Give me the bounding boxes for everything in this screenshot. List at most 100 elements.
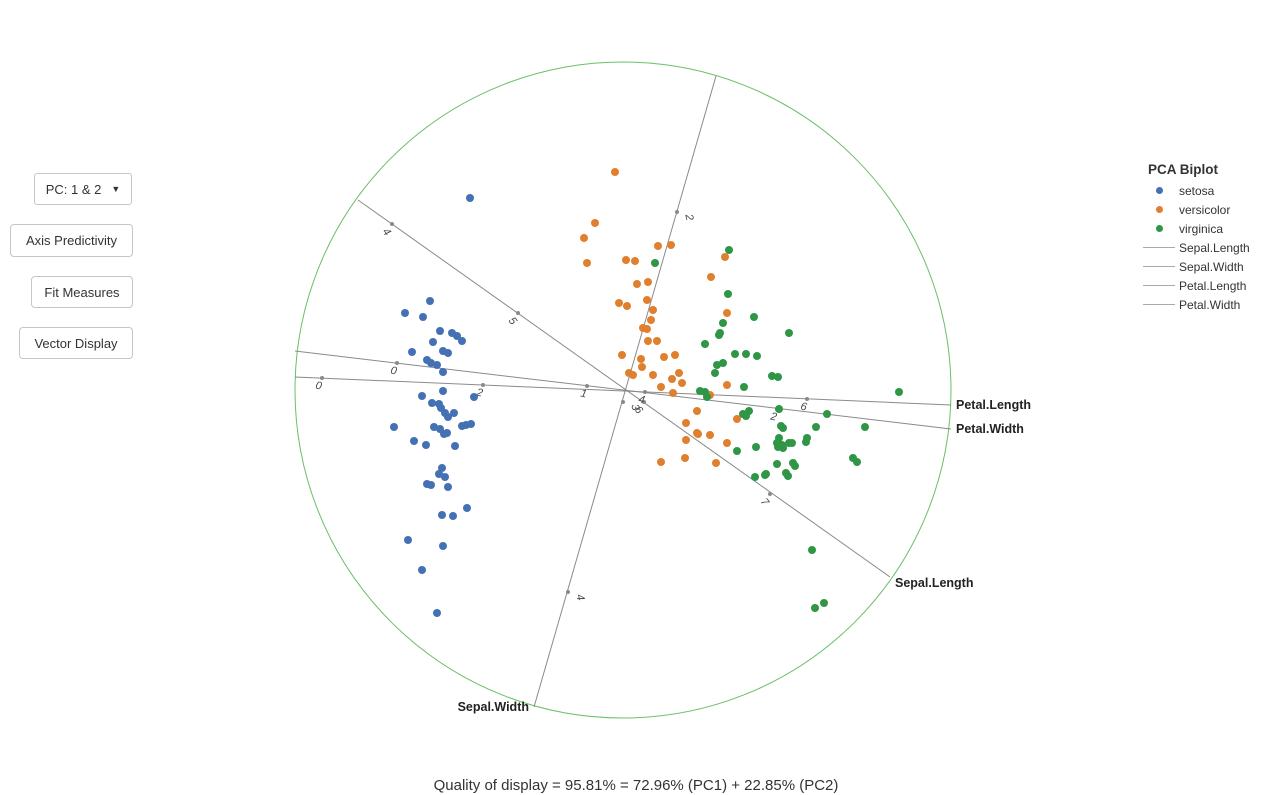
point-virginica	[768, 372, 776, 380]
point-setosa	[443, 429, 451, 437]
point-versicolor	[657, 458, 665, 466]
point-versicolor	[682, 436, 690, 444]
point-versicolor	[653, 337, 661, 345]
point-versicolor	[649, 306, 657, 314]
point-setosa	[441, 473, 449, 481]
point-versicolor	[638, 363, 646, 371]
vector-display-button[interactable]: Vector Display	[19, 327, 133, 359]
point-setosa	[439, 542, 447, 550]
axis-sepal-width: 2 34 Sepal.Width	[458, 75, 717, 714]
legend-item-label: Petal.Width	[1179, 297, 1241, 312]
point-setosa	[404, 536, 412, 544]
point-virginica	[761, 471, 769, 479]
legend-item-versicolor[interactable]: versicolor	[1142, 200, 1250, 219]
point-virginica	[751, 473, 759, 481]
axis-label-sepal-length: Sepal.Length	[895, 576, 973, 590]
point-versicolor	[643, 296, 651, 304]
axis-tick-marker	[395, 361, 399, 365]
point-virginica	[823, 410, 831, 418]
axis-tick-marker	[642, 400, 646, 404]
point-versicolor	[681, 454, 689, 462]
point-virginica	[778, 441, 786, 449]
point-versicolor	[623, 302, 631, 310]
point-virginica	[773, 460, 781, 468]
unit-circle	[294, 61, 952, 719]
axis-tick-label: 2	[768, 410, 777, 423]
axis-tick-label: 0	[389, 365, 398, 378]
quality-caption: Quality of display = 95.81% = 72.96% (PC…	[433, 777, 839, 794]
point-versicolor	[580, 234, 588, 242]
legend-item-label: setosa	[1179, 183, 1215, 198]
axis-label-sepal-width: Sepal.Width	[458, 700, 529, 714]
legend-item-petal-width[interactable]: Petal.Width	[1142, 295, 1250, 314]
point-versicolor	[694, 430, 702, 438]
point-versicolor	[660, 353, 668, 361]
point-versicolor	[631, 257, 639, 265]
point-versicolor	[633, 280, 641, 288]
axis-tick-label: 6	[799, 401, 808, 414]
point-setosa	[470, 393, 478, 401]
point-setosa	[436, 327, 444, 335]
legend-line-icon	[1143, 266, 1175, 267]
legend-item-virginica[interactable]: virginica	[1142, 219, 1250, 238]
point-versicolor	[707, 273, 715, 281]
pc-selector-dropdown[interactable]: PC: 1 & 2 ▼	[34, 173, 132, 205]
point-versicolor	[678, 379, 686, 387]
point-setosa	[429, 338, 437, 346]
point-virginica	[802, 438, 810, 446]
point-versicolor	[669, 389, 677, 397]
point-virginica	[784, 472, 792, 480]
point-setosa	[463, 504, 471, 512]
point-versicolor	[657, 383, 665, 391]
point-setosa	[438, 464, 446, 472]
point-versicolor	[618, 351, 626, 359]
legend-title: PCA Biplot	[1148, 162, 1218, 177]
legend-items: setosa versicolor virginica Sepal.Length Sep…	[1142, 181, 1250, 314]
point-setosa	[433, 361, 441, 369]
axis-tick-label: 4	[637, 394, 645, 407]
point-versicolor	[615, 299, 623, 307]
point-versicolor	[693, 407, 701, 415]
point-setosa	[444, 483, 452, 491]
legend-item-sepal-length[interactable]: Sepal.Length	[1142, 238, 1250, 257]
point-setosa	[428, 399, 436, 407]
legend-item-sepal-width[interactable]: Sepal.Width	[1142, 257, 1250, 276]
point-versicolor	[668, 375, 676, 383]
point-virginica	[785, 329, 793, 337]
legend-dot-icon	[1155, 225, 1163, 232]
point-setosa	[450, 409, 458, 417]
point-setosa	[449, 512, 457, 520]
point-virginica	[742, 350, 750, 358]
point-versicolor	[622, 256, 630, 264]
axis-tick-label: 2	[474, 386, 483, 399]
point-virginica	[719, 359, 727, 367]
legend-item-setosa[interactable]: setosa	[1142, 181, 1250, 200]
point-versicolor	[721, 253, 729, 261]
point-setosa	[435, 470, 443, 478]
point-setosa	[418, 392, 426, 400]
axis-line	[294, 376, 952, 406]
point-virginica	[711, 369, 719, 377]
axis-tick-label: 4	[380, 226, 393, 238]
point-versicolor	[637, 355, 645, 363]
legend-item-petal-length[interactable]: Petal.Length	[1142, 276, 1250, 295]
axis-tick-marker	[390, 222, 394, 226]
legend-line-icon	[1143, 247, 1175, 248]
axis-petal-length: 0 2 4 6 Petal.Length	[294, 376, 1031, 414]
point-virginica	[750, 313, 758, 321]
point-versicolor	[644, 278, 652, 286]
point-setosa	[444, 349, 452, 357]
point-virginica	[724, 290, 732, 298]
point-setosa	[466, 194, 474, 202]
point-setosa	[444, 413, 452, 421]
axis-predictivity-button[interactable]: Axis Predictivity	[10, 224, 133, 257]
point-setosa	[422, 441, 430, 449]
point-versicolor	[723, 381, 731, 389]
axis-tick-label: 3	[628, 403, 641, 412]
fit-measures-button[interactable]: Fit Measures	[31, 276, 133, 308]
point-setosa	[418, 566, 426, 574]
axis-tick-label: 5	[506, 315, 520, 328]
point-virginica	[715, 331, 723, 339]
point-virginica	[752, 443, 760, 451]
